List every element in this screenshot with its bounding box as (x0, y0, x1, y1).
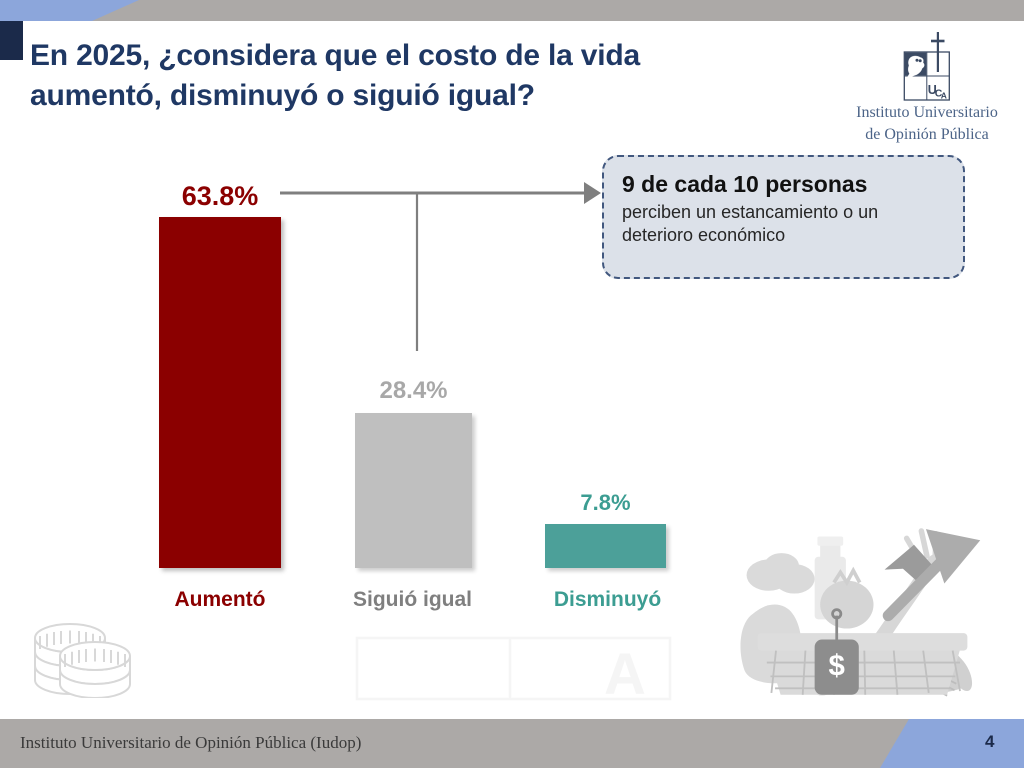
svg-text:$: $ (829, 649, 845, 682)
svg-text:A: A (604, 642, 646, 701)
